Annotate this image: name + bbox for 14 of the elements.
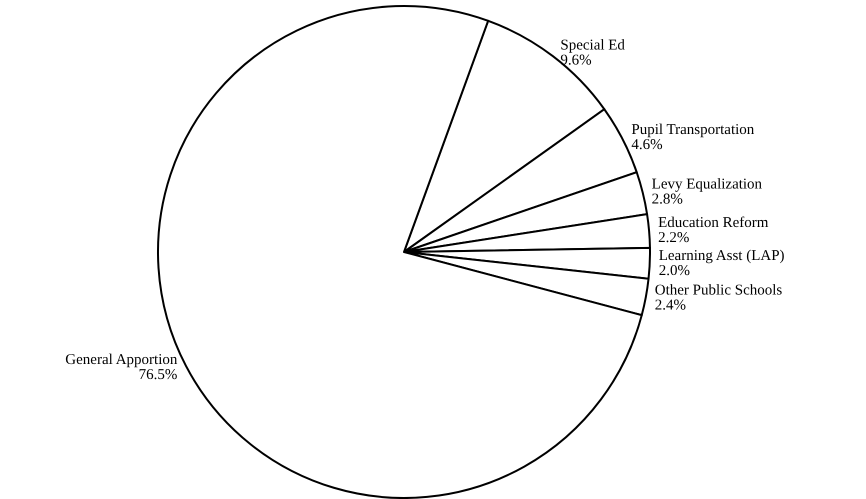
data-label: 9.6% bbox=[560, 52, 592, 69]
slice-label: Other Public Schools bbox=[654, 282, 782, 298]
data-label: 2.8% bbox=[652, 191, 683, 208]
slice-label: Pupil Transportation bbox=[631, 122, 755, 138]
data-label: 2.0% bbox=[658, 263, 690, 280]
slice-label: Learning Asst (LAP) bbox=[658, 248, 785, 264]
slice-label: General Apportion bbox=[65, 352, 178, 368]
slice-label: Education Reform bbox=[658, 215, 769, 232]
data-label: 4.6% bbox=[631, 137, 663, 154]
data-label: 2.4% bbox=[654, 297, 686, 314]
data-label: 76.5% bbox=[138, 367, 178, 384]
data-label: 2.2% bbox=[658, 230, 690, 246]
slice-label: Levy Equalization bbox=[652, 176, 763, 192]
slice-label: Special Ed bbox=[560, 38, 626, 54]
